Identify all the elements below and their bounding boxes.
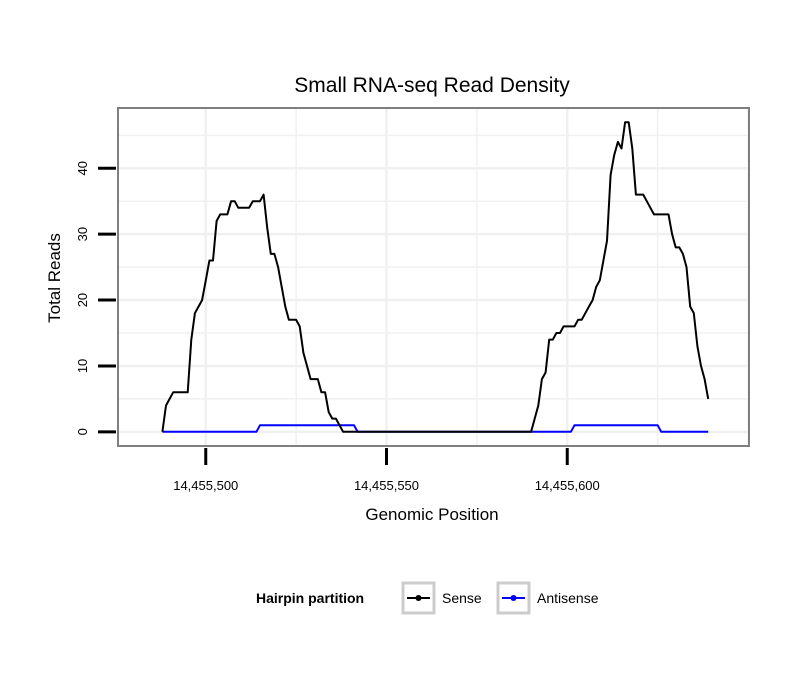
legend-point-antisense [510, 595, 517, 601]
y-axis-title: Total Reads [45, 233, 64, 323]
legend: Hairpin partition Sense Antisense [256, 581, 599, 615]
y-tick-label: 20 [75, 293, 90, 307]
x-axis-title: Genomic Position [365, 505, 498, 524]
chart-title: Small RNA-seq Read Density [294, 74, 570, 97]
legend-item-sense[interactable]: Sense [401, 581, 482, 615]
series-line-sense [161, 121, 710, 433]
grid-lines [119, 109, 749, 445]
x-tick-label: 14,455,550 [354, 478, 419, 493]
x-tick-label: 14,455,500 [173, 478, 238, 493]
legend-point-sense [415, 595, 422, 601]
x-tick-label: 14,455,600 [535, 478, 600, 493]
plot-panel-border [117, 107, 750, 447]
y-axis-ticks: 0 10 20 30 40 [75, 161, 116, 435]
y-tick-label: 30 [75, 227, 90, 241]
y-tick-label: 0 [75, 428, 90, 435]
legend-label-sense: Sense [442, 590, 482, 606]
x-axis-ticks: 14,455,500 14,455,550 14,455,600 [173, 448, 600, 493]
series-lines [161, 121, 710, 433]
y-tick-label: 40 [75, 161, 90, 175]
legend-title: Hairpin partition [256, 590, 364, 606]
y-tick-label: 10 [75, 359, 90, 373]
legend-label-antisense: Antisense [537, 590, 599, 606]
legend-item-antisense[interactable]: Antisense [496, 581, 599, 615]
